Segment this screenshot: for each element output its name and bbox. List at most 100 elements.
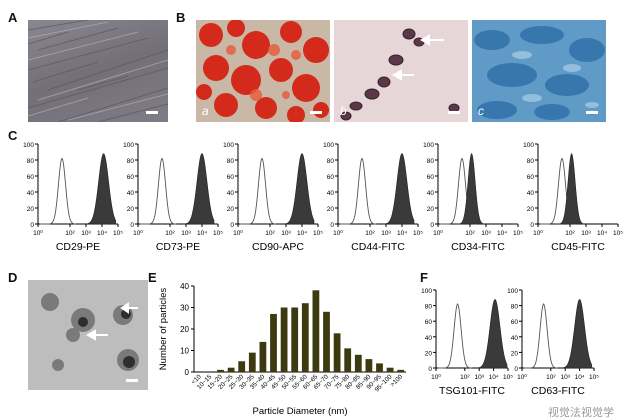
x-tick-label: 10⁰ bbox=[133, 229, 143, 237]
y-tick-label: 60 bbox=[27, 174, 35, 181]
x-tick-label: 10⁴ bbox=[297, 230, 307, 237]
y-tick-label: 80 bbox=[527, 158, 535, 165]
marker-histogram bbox=[185, 153, 215, 225]
bar bbox=[227, 367, 235, 372]
x-tick-label: 10² bbox=[65, 230, 75, 237]
y-tick-label: 40 bbox=[127, 190, 135, 197]
y-tick-label: 60 bbox=[127, 174, 135, 181]
bar bbox=[270, 313, 277, 372]
x-tick-label: 10⁰ bbox=[433, 229, 443, 237]
y-tick-label: 40 bbox=[27, 190, 35, 197]
red-stain-texture bbox=[196, 20, 329, 122]
bar bbox=[217, 369, 224, 372]
marker-label: CD90-APC bbox=[252, 241, 304, 253]
x-tick-label: 10³ bbox=[181, 230, 191, 237]
x-tick-label: 10⁴ bbox=[97, 230, 107, 237]
marker-label: TSG101-FITC bbox=[439, 385, 505, 397]
tem-texture bbox=[41, 293, 139, 371]
x-tick-label: 10⁴ bbox=[597, 230, 607, 237]
x-tick-label: 10² bbox=[365, 230, 375, 237]
x-tick-label: 10⁵ bbox=[613, 230, 623, 237]
micrograph-fibroblast-cells bbox=[28, 20, 168, 122]
y-tick-label: 20 bbox=[127, 206, 135, 213]
marker-label: CD44-FITC bbox=[351, 241, 405, 253]
x-tick-label: 10⁴ bbox=[497, 230, 507, 237]
micrograph-oil-red-stain: a bbox=[196, 20, 330, 122]
bar bbox=[312, 290, 320, 372]
y-tick-label: 20 bbox=[227, 206, 235, 213]
bar bbox=[259, 341, 267, 372]
flow-histogram-f0: 0 20 40 60 80 100 10⁰ 10² 10³ 10⁴ 10⁵ TSG101-FITC bbox=[421, 288, 513, 397]
micrograph-von-kossa-stain: b bbox=[334, 20, 468, 122]
y-tick-label: 0 bbox=[130, 222, 134, 229]
x-tick-label: >100 bbox=[389, 373, 404, 388]
blue-stain-texture bbox=[474, 26, 605, 120]
marker-histogram bbox=[455, 152, 484, 225]
y-tick-label: 40 bbox=[180, 282, 189, 291]
y-tick-label: 0 bbox=[330, 222, 334, 229]
x-tick-label: 10⁰ bbox=[33, 229, 43, 237]
particle-size-bar-chart: 010203040<1010~1515~2020~2525~3030~3535~… bbox=[158, 282, 406, 417]
isotype-curve bbox=[524, 303, 558, 369]
y-tick-label: 30 bbox=[180, 304, 189, 313]
y-tick-label: 10 bbox=[180, 347, 189, 356]
y-tick-label: 100 bbox=[421, 288, 432, 295]
scale-bar bbox=[126, 379, 138, 382]
marker-label: CD63-FITC bbox=[531, 385, 585, 397]
y-tick-label: 100 bbox=[423, 142, 434, 149]
panel-label-d: D bbox=[8, 270, 18, 285]
x-tick-label: 10³ bbox=[81, 230, 91, 237]
bar bbox=[333, 333, 341, 372]
x-tick-label: 10⁵ bbox=[513, 230, 523, 237]
y-tick-label: 20 bbox=[425, 350, 433, 357]
bar bbox=[344, 348, 352, 372]
y-tick-label: 100 bbox=[323, 142, 334, 149]
y-tick-label: 80 bbox=[27, 158, 35, 165]
y-tick-label: 100 bbox=[23, 142, 34, 149]
y-tick-label: 40 bbox=[427, 190, 435, 197]
y-tick-label: 80 bbox=[327, 158, 335, 165]
x-axis-label: Particle Diameter (nm) bbox=[252, 406, 347, 417]
x-tick-label: 10² bbox=[165, 230, 175, 237]
y-tick-label: 0 bbox=[185, 368, 190, 377]
scale-bar bbox=[448, 111, 460, 114]
scale-bar bbox=[310, 111, 322, 114]
micrograph-tem-exosomes bbox=[28, 280, 148, 390]
x-tick-label: 10² bbox=[546, 374, 556, 381]
marker-label: CD29-PE bbox=[56, 241, 100, 253]
isotype-curve bbox=[140, 157, 177, 225]
y-tick-label: 100 bbox=[523, 142, 534, 149]
scale-bar bbox=[586, 111, 598, 114]
flow-histogram-c3: 0 20 40 60 80 100 10⁰ 10² 10³ 10⁴ 10⁵ CD44-FITC bbox=[323, 142, 423, 253]
y-tick-label: 100 bbox=[507, 288, 518, 295]
subpanel-label-a: a bbox=[202, 104, 209, 118]
marker-histogram bbox=[555, 152, 584, 225]
flow-histogram-c0: 0 20 40 60 80 100 10⁰ 10² 10³ 10⁴ 10⁵ CD29-PE bbox=[23, 142, 123, 253]
bar bbox=[323, 311, 330, 372]
y-axis-label: Number of particles bbox=[158, 288, 169, 371]
marker-histogram bbox=[87, 153, 116, 225]
y-tick-label: 0 bbox=[430, 222, 434, 229]
y-tick-label: 80 bbox=[127, 158, 135, 165]
isotype-curve bbox=[240, 157, 277, 225]
bar bbox=[301, 303, 309, 372]
y-tick-label: 60 bbox=[527, 174, 535, 181]
marker-label: CD34-FITC bbox=[451, 241, 505, 253]
y-tick-label: 20 bbox=[527, 206, 535, 213]
y-tick-label: 0 bbox=[514, 366, 518, 373]
y-tick-label: 0 bbox=[530, 222, 534, 229]
isotype-curve bbox=[340, 157, 377, 225]
flow-histogram-f1: 0 20 40 60 80 100 10⁰ 10² 10³ 10⁴ 10⁵ CD63-FITC bbox=[507, 288, 599, 397]
x-tick-label: 10² bbox=[465, 230, 475, 237]
bar bbox=[354, 354, 362, 372]
isotype-curve bbox=[438, 303, 472, 369]
scale-bar bbox=[146, 111, 158, 114]
y-tick-label: 80 bbox=[227, 158, 235, 165]
x-tick-label: 10³ bbox=[474, 374, 484, 381]
x-tick-label: 10⁴ bbox=[575, 374, 585, 381]
x-tick-label: 10⁵ bbox=[503, 374, 513, 381]
panel-label-f: F bbox=[420, 270, 428, 285]
y-tick-label: 20 bbox=[27, 206, 35, 213]
marker-histogram bbox=[478, 298, 508, 369]
